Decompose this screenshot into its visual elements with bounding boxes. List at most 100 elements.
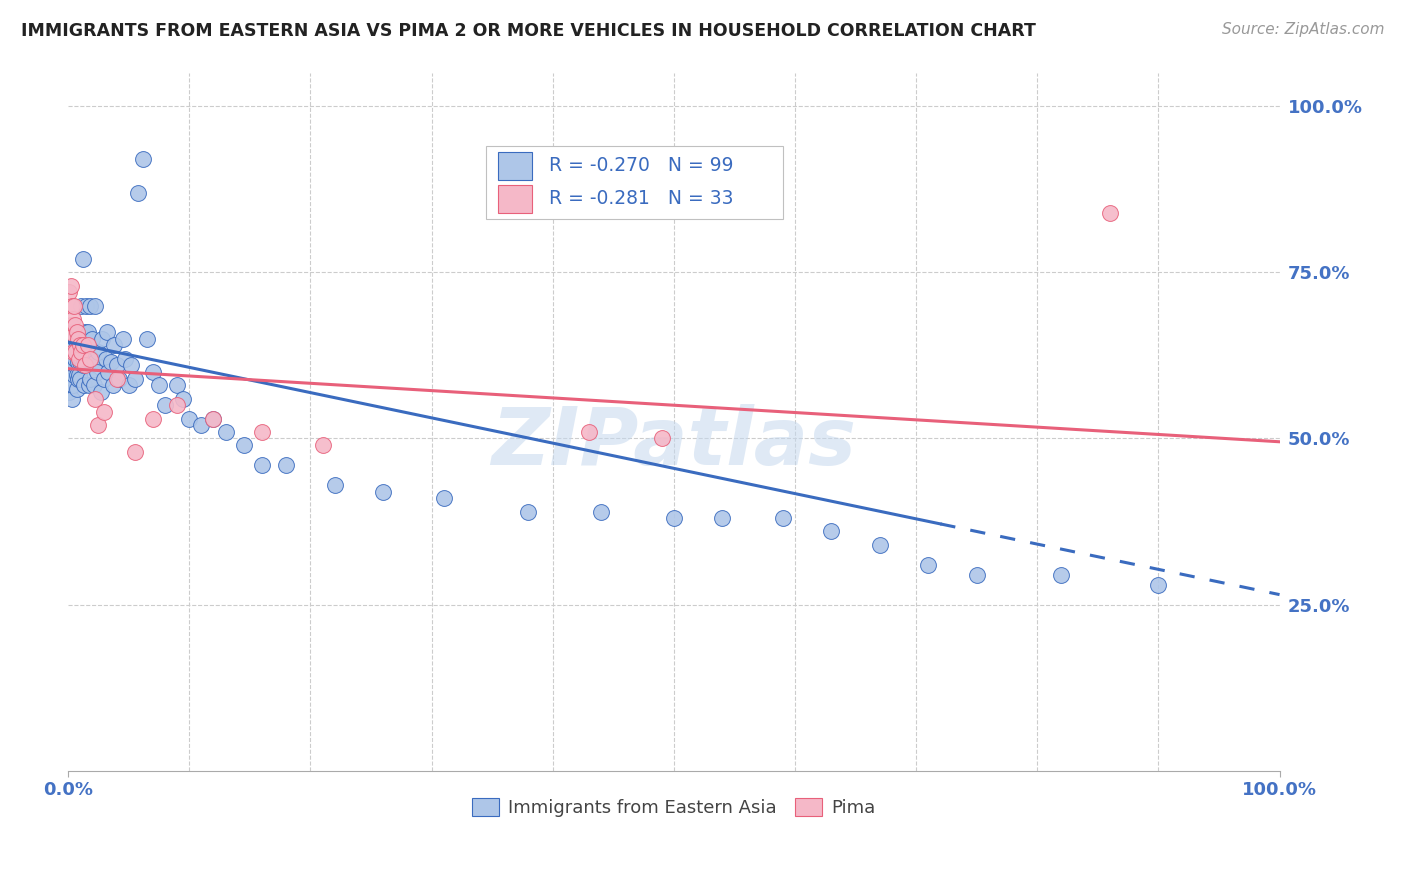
Point: [662, 511, 685, 525]
Point: [135, 332, 157, 346]
Point: [166, 378, 188, 392]
Point: [869, 538, 891, 552]
Point: [63, 355, 86, 369]
Point: [917, 558, 939, 572]
Point: [60, 368, 83, 383]
Point: [69, 371, 91, 385]
Point: [83, 392, 105, 406]
Point: [83, 378, 105, 392]
Point: [75, 351, 97, 366]
Point: [591, 504, 613, 518]
Point: [711, 511, 734, 525]
Point: [65, 345, 87, 359]
Point: [820, 524, 842, 539]
Point: [72, 338, 94, 352]
Point: [65, 368, 87, 383]
Point: [118, 378, 141, 392]
Point: [108, 371, 131, 385]
Point: [60, 299, 83, 313]
Point: [69, 338, 91, 352]
Point: [65, 342, 87, 356]
Point: [1147, 577, 1170, 591]
Point: [111, 332, 134, 346]
Point: [59, 278, 82, 293]
Point: [172, 392, 194, 406]
Legend: Immigrants from Eastern Asia, Pima: Immigrants from Eastern Asia, Pima: [465, 790, 883, 824]
Point: [63, 335, 86, 350]
Point: [651, 432, 673, 446]
Point: [59, 318, 82, 333]
Point: [62, 361, 84, 376]
Point: [69, 338, 91, 352]
Point: [62, 311, 84, 326]
Point: [142, 411, 165, 425]
Point: [67, 348, 90, 362]
Point: [62, 378, 84, 392]
Point: [67, 351, 90, 366]
Point: [70, 345, 93, 359]
Point: [100, 355, 122, 369]
Point: [62, 371, 84, 385]
Point: [127, 186, 149, 200]
Point: [1098, 205, 1121, 219]
Point: [276, 458, 298, 472]
Point: [433, 491, 456, 506]
Point: [153, 398, 176, 412]
Point: [97, 365, 120, 379]
Point: [190, 418, 212, 433]
Point: [65, 318, 87, 333]
Text: R = -0.270   N = 99: R = -0.270 N = 99: [550, 156, 734, 175]
Point: [578, 425, 600, 439]
Point: [103, 338, 125, 352]
Point: [93, 405, 115, 419]
Point: [166, 398, 188, 412]
FancyBboxPatch shape: [498, 185, 531, 212]
Point: [79, 351, 101, 366]
Point: [517, 504, 540, 518]
Point: [70, 351, 93, 366]
Point: [83, 355, 105, 369]
Point: [179, 411, 201, 425]
Point: [93, 371, 115, 385]
Point: [58, 355, 80, 369]
Point: [66, 332, 89, 346]
Point: [77, 378, 100, 392]
Point: [101, 378, 124, 392]
Point: [63, 325, 86, 339]
Point: [75, 325, 97, 339]
Point: [114, 351, 136, 366]
Point: [250, 425, 273, 439]
Point: [94, 351, 117, 366]
Text: R = -0.281   N = 33: R = -0.281 N = 33: [550, 189, 734, 208]
Point: [96, 325, 118, 339]
Point: [311, 438, 333, 452]
Point: [62, 348, 84, 362]
Point: [124, 444, 146, 458]
Point: [371, 484, 394, 499]
Point: [75, 299, 97, 313]
Point: [58, 384, 80, 399]
Point: [75, 359, 97, 373]
Point: [76, 325, 98, 339]
Point: [966, 567, 988, 582]
Point: [69, 355, 91, 369]
Point: [132, 153, 155, 167]
Point: [79, 299, 101, 313]
Point: [65, 351, 87, 366]
Point: [90, 384, 112, 399]
Point: [73, 338, 96, 352]
Point: [772, 511, 794, 525]
Point: [66, 355, 89, 369]
FancyBboxPatch shape: [486, 146, 783, 219]
Point: [214, 425, 236, 439]
Point: [66, 371, 89, 385]
Point: [87, 345, 110, 359]
Point: [59, 351, 82, 366]
Point: [142, 365, 165, 379]
Text: IMMIGRANTS FROM EASTERN ASIA VS PIMA 2 OR MORE VEHICLES IN HOUSEHOLD CORRELATION: IMMIGRANTS FROM EASTERN ASIA VS PIMA 2 O…: [21, 22, 1036, 40]
Point: [65, 359, 87, 373]
Text: ZIPatlas: ZIPatlas: [491, 404, 856, 482]
Point: [82, 332, 104, 346]
Point: [202, 411, 225, 425]
Point: [148, 378, 170, 392]
